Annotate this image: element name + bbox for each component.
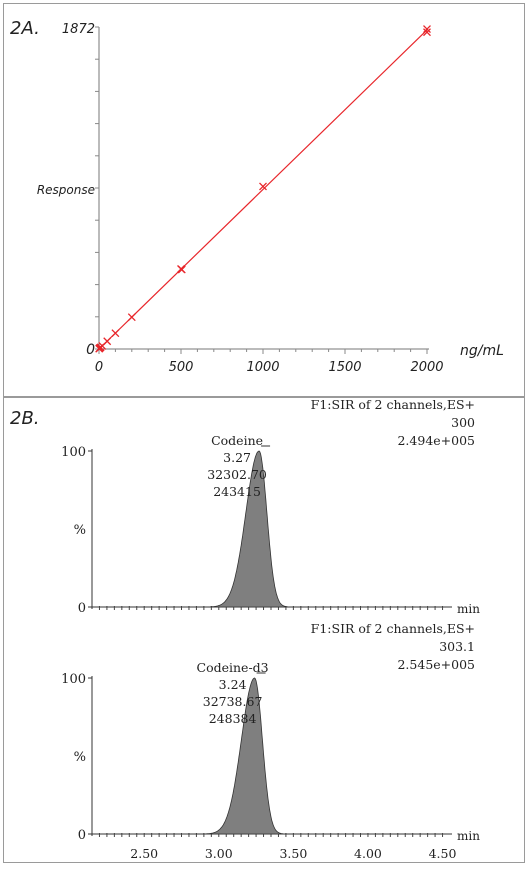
chromatogram-chart: F1:SIR of 2 channels,ES+ 300 2.494e+005 100… (61, 397, 480, 861)
y-zero-label: 0 (86, 342, 95, 358)
data-point-marker (423, 28, 431, 37)
y-axis-title: Response (37, 183, 95, 197)
regression-line (98, 29, 428, 350)
trace-header-line: F1:SIR of 2 channels,ES+ (311, 621, 475, 636)
chromatogram-panel: 2B. F1:SIR of 2 channels,ES+ 300 2.494e+00… (3, 397, 525, 863)
peak-annotation-line: 32302.70 (207, 467, 267, 482)
peak-annotation-line: 3.27 (223, 450, 251, 465)
y-max-label: 100 (61, 445, 86, 460)
x-tick-label: 1000 (246, 360, 279, 375)
trace-header-line: 2.494e+005 (397, 433, 475, 448)
x-tick-label: 4.00 (354, 846, 382, 861)
data-point-marker (259, 182, 267, 191)
y-max-label: 1872 (62, 22, 95, 37)
data-point-marker (127, 313, 136, 322)
y-max-label: 100 (61, 672, 86, 687)
y-zero-label: 0 (78, 601, 86, 616)
calibration-curve-chart: 1872 0 Response 0 500 1000 1500 2000 ng/mL (37, 22, 504, 375)
x-tick-label: 0 (95, 360, 103, 375)
peak-annotation-line: 3.24 (219, 677, 247, 692)
x-axis-title: ng/mL (460, 343, 504, 359)
x-unit-label: min (457, 602, 480, 616)
trace-header-line: 303.1 (439, 639, 475, 654)
peak-annotation-line: 248384 (209, 711, 257, 726)
peak-annotation-line: 32738.67 (203, 694, 263, 709)
x-tick-label: 2000 (410, 360, 443, 375)
trace-header-line: 300 (451, 415, 475, 430)
y-zero-label: 0 (78, 828, 86, 843)
trace-header-line: 2.545e+005 (397, 657, 475, 672)
x-tick-label: 3.50 (279, 846, 307, 861)
calibration-curve-panel: 2A. 1872 0 Response 0 500 1000 1500 2000 ng/mL (3, 3, 525, 397)
trace-header-line: F1:SIR of 2 channels,ES+ (311, 398, 475, 412)
peak-annotation-line: Codeine (211, 433, 263, 448)
x-unit-label: min (457, 829, 480, 843)
peak-annotation-line: Codeine-d3 (197, 660, 269, 675)
panel-label-2b: 2B. (10, 408, 40, 429)
x-tick-label: 2.50 (130, 846, 158, 861)
x-tick-label: 4.50 (429, 846, 457, 861)
y-percent-label: % (74, 750, 86, 765)
data-point-marker (103, 337, 112, 346)
x-tick-label: 500 (169, 360, 194, 375)
panel-label-2a: 2A. (10, 18, 40, 39)
x-tick-label: 3.00 (205, 846, 233, 861)
data-point-marker (423, 25, 431, 34)
x-tick-label: 1500 (328, 360, 361, 375)
data-point-marker (111, 329, 120, 338)
chromatogram-peak (187, 677, 300, 835)
data-point-marker (177, 265, 186, 274)
y-percent-label: % (74, 523, 86, 538)
chromatogram-peak (191, 450, 304, 608)
peak-annotation-line: 243415 (213, 484, 261, 499)
